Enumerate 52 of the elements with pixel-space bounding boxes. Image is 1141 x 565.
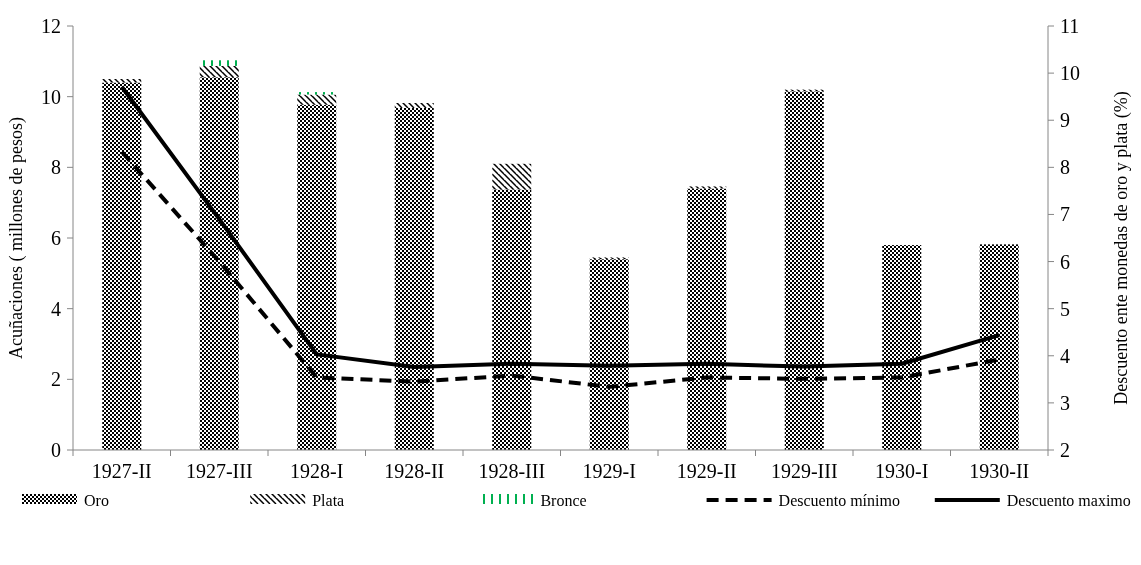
x-tick-label: 1929-III [770, 460, 838, 482]
y-tick-label: 8 [51, 156, 61, 179]
x-tick-label: 1930-I [875, 460, 929, 482]
legend-label: Oro [84, 491, 109, 509]
y2-tick-label: 4 [1060, 344, 1070, 367]
line-series [119, 84, 1002, 370]
bar [394, 103, 434, 108]
bar [297, 94, 337, 105]
x-tick-label: 1929-II [676, 460, 737, 482]
bar [394, 107, 434, 450]
x-tick-label: 1929-I [582, 460, 636, 482]
bar [784, 91, 824, 450]
y2-tick-label: 11 [1060, 15, 1080, 37]
bar [979, 244, 1019, 450]
y-axis-title: Acuñaciones ( millones de pesos) [6, 117, 27, 359]
bar [102, 82, 142, 450]
legend-label: Descuento maximo [1006, 491, 1131, 509]
y-tick-label: 2 [51, 368, 61, 391]
x-tick-label: 1927-III [185, 460, 253, 482]
y-tick-label: 6 [51, 227, 61, 249]
y2-tick-label: 8 [1060, 156, 1070, 179]
bar [492, 189, 532, 450]
y2-tick-label: 3 [1060, 391, 1070, 414]
x-tick-label: 1928-III [478, 460, 546, 482]
legend-label: Plata [312, 491, 345, 509]
y-tick-label: 0 [51, 439, 61, 461]
y2-tick-label: 7 [1060, 203, 1070, 226]
x-tick-label: 1928-I [290, 460, 344, 482]
x-tick-label: 1927-II [91, 460, 152, 482]
bar [199, 77, 239, 450]
bar [687, 188, 727, 450]
legend-label: Bronce [540, 491, 587, 509]
x-tick-label: 1930-II [969, 460, 1030, 482]
y2-tick-label: 5 [1060, 297, 1070, 320]
y2-tick-label: 9 [1060, 109, 1070, 132]
bar [297, 104, 337, 450]
bar [102, 79, 142, 83]
bar [297, 92, 337, 95]
bar [492, 163, 532, 190]
y2-tick-label: 6 [1060, 250, 1070, 273]
bar [882, 245, 922, 450]
y2-tick-label: 10 [1060, 62, 1080, 85]
bar [589, 259, 629, 450]
y-tick-label: 4 [51, 297, 61, 320]
y-tick-label: 12 [41, 15, 61, 37]
bar [687, 186, 727, 189]
x-tick-label: 1928-II [384, 460, 445, 482]
bar [199, 65, 239, 78]
legend-label: Descuento mínimo [778, 491, 900, 509]
y2-axis-title: Descuento ente monedas de oro y plata (%) [1111, 91, 1132, 405]
y2-tick-label: 2 [1060, 439, 1070, 461]
y-tick-label: 10 [41, 85, 61, 108]
